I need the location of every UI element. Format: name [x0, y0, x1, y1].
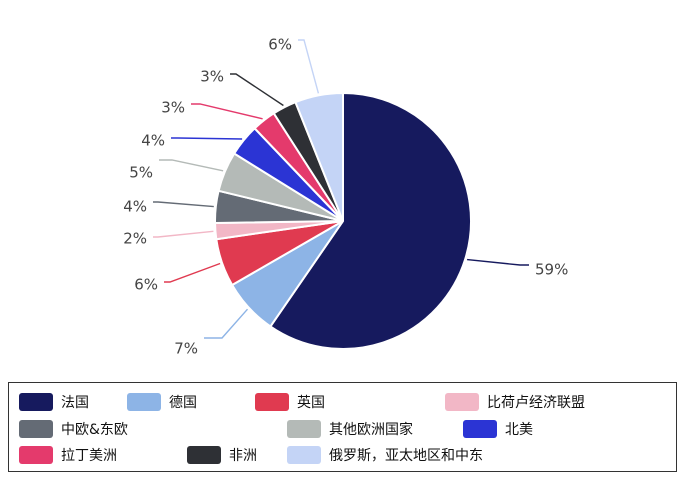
pie-slice-0 [269, 91, 472, 350]
leader-line-0 [467, 258, 529, 266]
leader-line-8 [230, 73, 284, 107]
legend-label-2: 英国 [297, 395, 325, 411]
pie-slice-9 [294, 91, 344, 222]
legend-label-8: 非洲 [229, 448, 257, 464]
legend-item-8: 非洲 [187, 444, 257, 466]
legend-swatch-2 [255, 393, 289, 411]
legend-swatch-4 [19, 420, 53, 438]
legend-label-6: 北美 [505, 422, 533, 438]
slice-label-5: 5% [129, 164, 153, 182]
legend-swatch-5 [287, 420, 321, 438]
legend-label-4: 中欧&东欧 [61, 422, 128, 438]
legend-item-5: 其他欧洲国家 [287, 418, 413, 440]
legend-item-6: 北美 [463, 418, 533, 440]
slice-labels: 59% 7% 6% 2% 4% 5% 4% 3% 3% 6% [123, 36, 568, 358]
leader-line-6 [171, 137, 243, 140]
legend-label-0: 法国 [61, 395, 89, 411]
slice-label-3: 2% [123, 230, 147, 248]
slice-label-8: 3% [200, 68, 224, 86]
slice-label-9: 6% [268, 36, 292, 54]
legend-swatch-7 [19, 446, 53, 464]
leader-line-1 [204, 308, 249, 339]
legend-item-0: 法国 [19, 391, 89, 413]
legend-swatch-3 [445, 393, 479, 411]
leader-line-3 [153, 230, 214, 238]
legend-item-9: 俄罗斯，亚太地区和中东 [287, 444, 483, 466]
pie-chart: 59% 7% 6% 2% 4% 5% 4% 3% 3% 6% [123, 36, 568, 358]
legend-label-3: 比荷卢经济联盟 [487, 395, 585, 411]
leader-line-9 [298, 39, 320, 94]
legend-swatch-6 [463, 420, 497, 438]
legend-label-1: 德国 [169, 395, 197, 411]
legend-item-4: 中欧&东欧 [19, 418, 128, 440]
legend-label-5: 其他欧洲国家 [329, 422, 413, 438]
legend-swatch-1 [127, 393, 161, 411]
legend-item-3: 比荷卢经济联盟 [445, 391, 585, 413]
pie-slices [214, 91, 472, 350]
legend-item-1: 德国 [127, 391, 197, 413]
slice-label-0: 59% [535, 261, 568, 279]
leader-line-4 [153, 201, 214, 208]
legend-swatch-0 [19, 393, 53, 411]
slice-label-1: 7% [174, 340, 198, 358]
legend-swatch-9 [287, 446, 321, 464]
leader-lines [153, 39, 529, 339]
slice-label-7: 3% [161, 99, 185, 117]
legend-swatch-8 [187, 446, 221, 464]
leader-line-5 [159, 159, 224, 172]
legend: 法国 德国 英国 比荷卢经济联盟中欧&东欧 其他欧洲国家 北美拉丁美洲 非洲 俄罗斯，亚太地区… [8, 382, 677, 472]
legend-label-9: 俄罗斯，亚太地区和中东 [329, 448, 483, 464]
legend-item-2: 英国 [255, 391, 325, 413]
leader-line-2 [164, 262, 221, 283]
slice-label-6: 4% [141, 132, 165, 150]
legend-item-7: 拉丁美洲 [19, 444, 117, 466]
legend-label-7: 拉丁美洲 [61, 448, 117, 464]
slice-label-4: 4% [123, 198, 147, 216]
leader-line-7 [191, 103, 263, 120]
slice-label-2: 6% [134, 276, 158, 294]
